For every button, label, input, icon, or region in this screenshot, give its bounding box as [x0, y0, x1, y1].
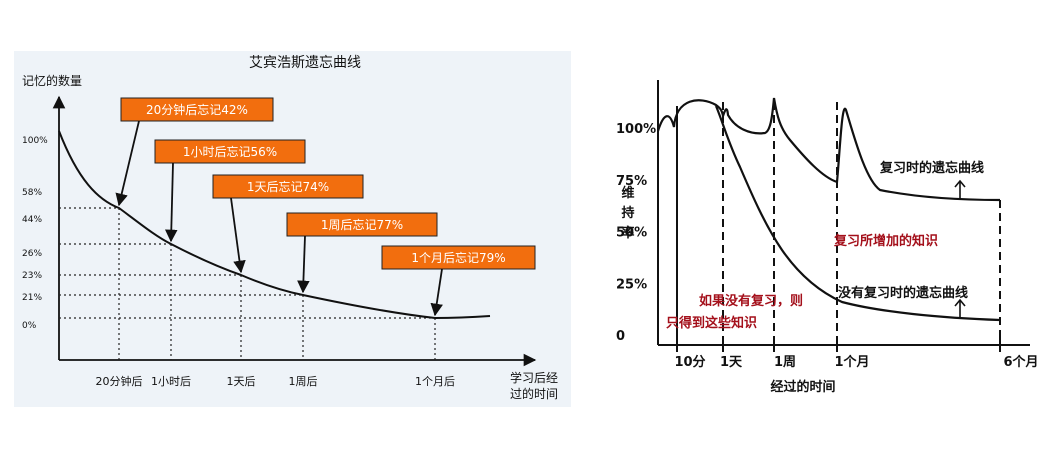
x-tick-label: 1个月后 [415, 375, 455, 388]
annotation-callout: 20分钟后忘记42% [115, 97, 274, 207]
series-label-no-review: 没有复习时的遗忘曲线 [838, 285, 968, 301]
y-tick-label: 44% [22, 215, 42, 225]
series-label-review: 复习时的遗忘曲线 [879, 160, 984, 176]
annotation-arrow [164, 162, 178, 243]
annotation-box [212, 174, 364, 199]
y-axis-label-char-2: 持 [621, 205, 634, 221]
annotation-arrow [430, 268, 443, 317]
gain-annotation: 复习所增加的知识 [833, 233, 938, 249]
x-tick-label: 20分钟后 [96, 374, 143, 388]
annotation-arrow [230, 197, 246, 274]
annotation-label: 1周后忘记77% [321, 217, 403, 232]
annotation-callout: 1周后忘记77% [286, 212, 438, 294]
y-tick-label: 0 [616, 329, 625, 344]
annotation-label: 1小时后忘记56% [183, 144, 277, 159]
annotation-label: 20分钟后忘记42% [146, 102, 248, 117]
y-tick-label: 50% [616, 226, 647, 241]
y-axis-label: 记忆的数量 [22, 73, 82, 88]
y-tick-label: 58% [22, 188, 42, 198]
chart-title: 艾宾浩斯遗忘曲线 [249, 55, 361, 71]
x-tick-label: 1小时后 [151, 375, 191, 388]
y-tick-label: 21% [22, 293, 42, 303]
annotation-callout: 1小时后忘记56% [154, 139, 306, 243]
annotation-box [381, 245, 536, 270]
y-axis-label-char-3: 率 [621, 225, 634, 241]
review-label-arrow [954, 179, 966, 200]
review-curve [656, 97, 1001, 202]
no-review-label-arrow [954, 298, 966, 318]
left-chart: 艾宾浩斯遗忘曲线 记忆的数量 学习后经 过的时间 100% 58% 44% 26% 23… [22, 55, 558, 401]
x-tick-label: 1周后 [289, 375, 318, 388]
loss-annotation-line2: 只得到这些知识 [666, 315, 757, 331]
y-axis-label-char-1: 维 [621, 185, 634, 201]
y-tick-label: 0% [22, 321, 37, 331]
x-tick-label: 10分 [674, 354, 705, 370]
x-axis-label-line2: 过的时间 [510, 386, 558, 401]
annotation-callout: 1天后忘记74% [212, 174, 364, 274]
y-tick-label: 100% [616, 122, 656, 137]
annotation-box [154, 139, 306, 164]
x-tick-label: 6个月 [1003, 354, 1038, 370]
annotation-callout: 1个月后忘记79% [381, 245, 536, 317]
annotation-box [286, 212, 438, 237]
x-axis-label: 经过的时间 [770, 379, 835, 395]
x-tick-label: 1天 [720, 355, 743, 370]
annotation-box [120, 97, 274, 122]
x-tick-label: 1天后 [227, 375, 256, 388]
annotation-arrow [115, 120, 140, 207]
y-tick-label: 75% [616, 174, 647, 189]
annotation-label: 1天后忘记74% [247, 179, 329, 194]
y-tick-label: 23% [22, 271, 42, 281]
annotation-label: 1个月后忘记79% [411, 250, 505, 265]
no-review-curve [714, 105, 1001, 322]
x-tick-label: 1周 [774, 355, 796, 370]
y-tick-label: 26% [22, 249, 42, 259]
x-axis-label-line1: 学习后经 [510, 370, 558, 385]
y-tick-label: 100% [22, 136, 48, 146]
loss-annotation-line1: 如果没有复习，则 [699, 293, 803, 309]
x-tick-label: 1个月 [834, 354, 869, 370]
forgetting-curve [58, 130, 491, 320]
annotation-arrow [297, 235, 310, 294]
y-tick-label: 25% [616, 277, 647, 292]
